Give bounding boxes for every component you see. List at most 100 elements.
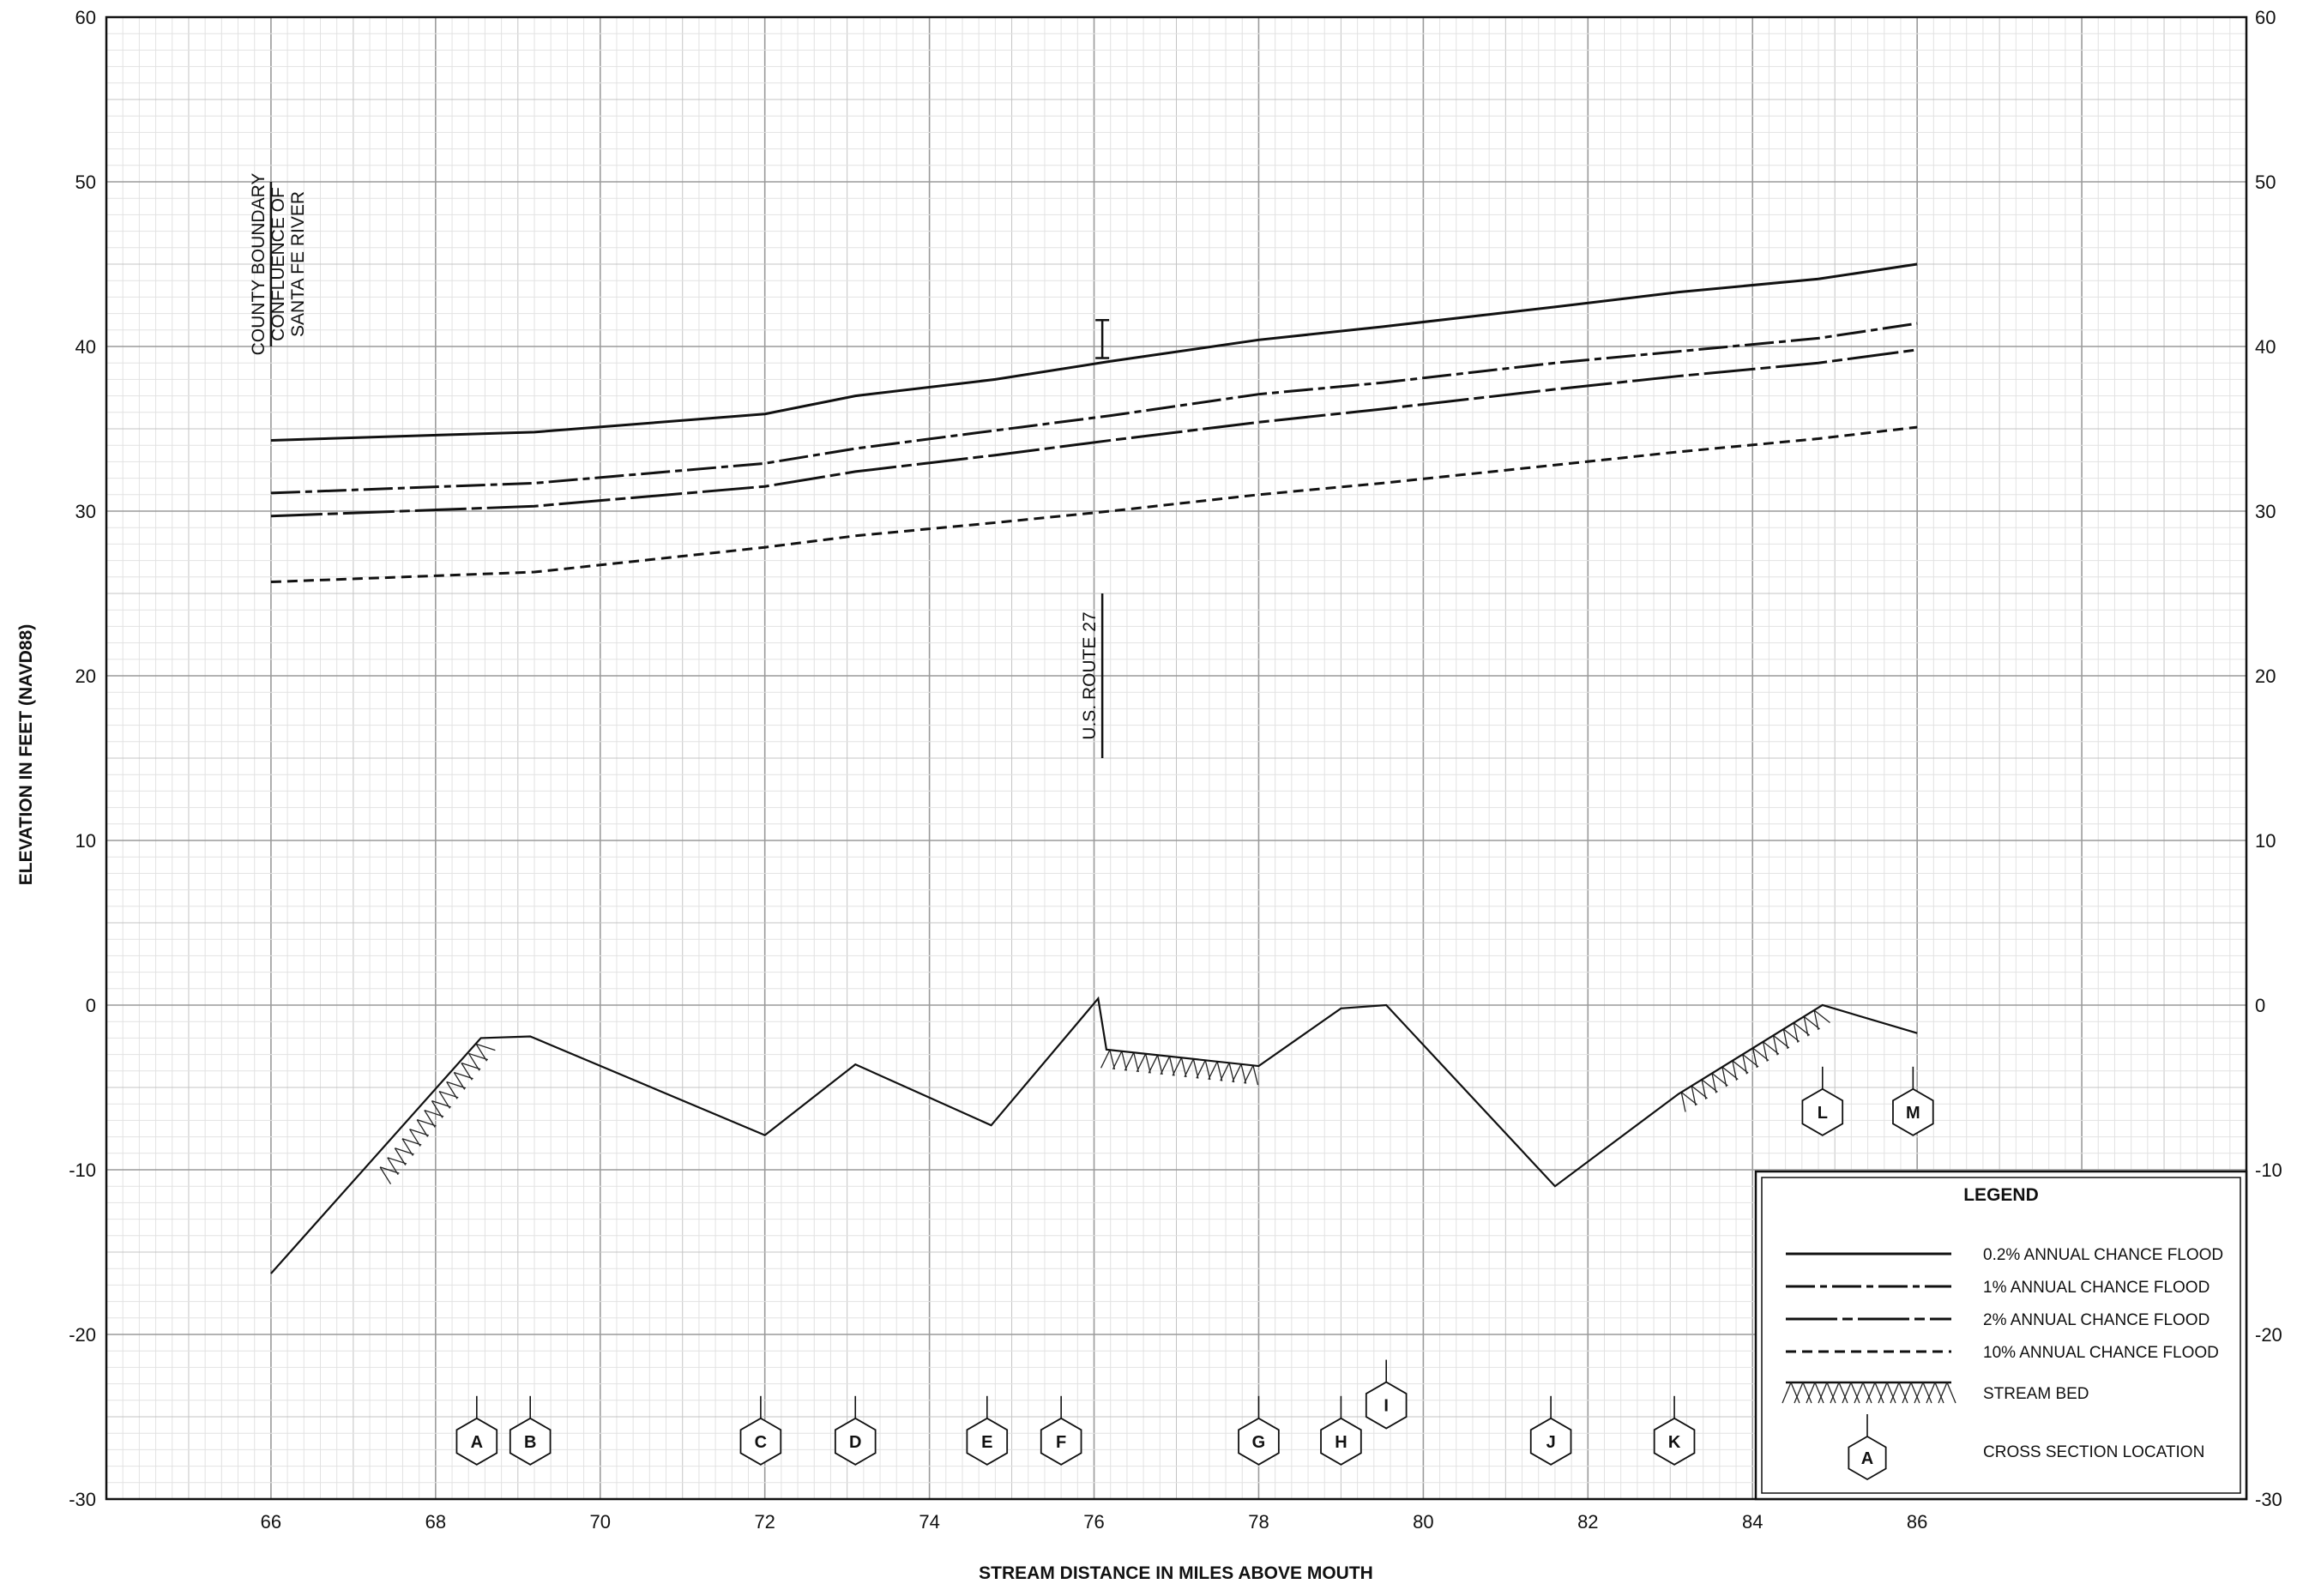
cross-section-markers: A B C D E F G H I J K L M	[455, 1066, 1934, 1466]
x-tick-label: 68	[425, 1511, 446, 1533]
legend-label: 10% ANNUAL CHANCE FLOOD	[1983, 1344, 2219, 1362]
x-tick-label: 76	[1083, 1511, 1104, 1533]
hatch-mark	[1100, 1049, 1111, 1069]
hatch-mark	[1196, 1060, 1206, 1079]
legend-hatch-mark	[1946, 1382, 1956, 1404]
hatch-mark	[409, 1129, 421, 1147]
series-line-0	[270, 262, 1918, 442]
cross-section-label: K	[1668, 1433, 1681, 1452]
y-tick-label-left: 0	[86, 995, 96, 1016]
legend-hatch-mark	[1934, 1382, 1944, 1404]
hatch-mark	[1803, 1016, 1809, 1037]
hatch-mark	[1721, 1067, 1727, 1087]
cross-section-label: D	[849, 1433, 861, 1452]
cross-section-marker: H	[1320, 1395, 1362, 1466]
y-tick-label-right: 10	[2255, 830, 2276, 852]
y-tick-label-left: -10	[69, 1159, 96, 1181]
legend-box	[1754, 1170, 2248, 1501]
legend-hatch-mark	[1818, 1382, 1828, 1404]
cross-section-label: G	[1252, 1433, 1266, 1452]
series-line-1	[270, 322, 1918, 495]
cross-section-marker: M	[1892, 1066, 1934, 1136]
cross-section-marker: E	[966, 1395, 1009, 1466]
hexagon-icon	[1653, 1417, 1696, 1466]
cross-section-marker: L	[1801, 1066, 1844, 1136]
hatch-mark	[1813, 1009, 1830, 1023]
legend-hatch-mark	[1866, 1382, 1876, 1404]
y-tick-label-left: 50	[75, 172, 96, 193]
y-tick-label-right: -30	[2255, 1489, 2282, 1510]
hatch-mark	[1680, 1092, 1686, 1112]
y-tick-label-right: -20	[2255, 1324, 2282, 1346]
y-tick-label-right: 40	[2255, 336, 2276, 358]
legend-label: 1% ANNUAL CHANCE FLOOD	[1983, 1279, 2210, 1297]
legend-hatch-mark	[1826, 1382, 1836, 1404]
hatch-segment	[379, 1043, 496, 1185]
y-tick-label-right: 0	[2255, 995, 2265, 1016]
hatch-segment	[1100, 1049, 1259, 1086]
x-tick-label: 86	[1907, 1511, 1927, 1533]
hatch-mark	[416, 1119, 429, 1137]
x-tick-label: 78	[1248, 1511, 1269, 1533]
hatch-mark	[467, 1053, 480, 1071]
hatch-mark	[1742, 1054, 1748, 1075]
x-tick-label: 66	[261, 1511, 281, 1533]
cross-section-label: E	[981, 1433, 992, 1452]
y-tick-label-right: 50	[2255, 172, 2276, 193]
hatch-mark	[453, 1072, 466, 1090]
hatch-mark	[1112, 1051, 1123, 1070]
legend-hatch-mark	[1878, 1382, 1888, 1404]
legend-label: 0.2% ANNUAL CHANCE FLOOD	[1983, 1246, 2223, 1264]
annotation-text: U.S. ROUTE 27	[1080, 611, 1100, 739]
legend-label: CROSS SECTION LOCATION	[1983, 1443, 2204, 1461]
legend-hatch-mark	[1874, 1382, 1884, 1404]
hexagon-icon	[1892, 1087, 1934, 1136]
hatch-mark	[401, 1138, 413, 1156]
legend-label: 2% ANNUAL CHANCE FLOOD	[1983, 1311, 2210, 1329]
hatch-mark	[475, 1044, 488, 1062]
cross-section-marker: D	[834, 1395, 877, 1466]
y-tick-label-right: 20	[2255, 666, 2276, 687]
annotation-text: CONFLUENCE OF	[268, 187, 288, 341]
legend-hatch-mark	[1838, 1382, 1848, 1404]
x-tick-label: 80	[1413, 1511, 1433, 1533]
legend-hatch-mark	[1862, 1382, 1872, 1404]
legend-title: LEGEND	[1963, 1185, 2039, 1205]
cross-section-marker: C	[739, 1395, 782, 1466]
legend-swatch-hexagon: A	[1848, 1414, 1887, 1481]
cross-section-label: B	[524, 1433, 536, 1452]
y-tick-label-left: 20	[75, 666, 96, 687]
tick-labels: 66 68 70 72 74 76 78 80 82 84 86 -30 -30 -20 -20 -10 -10…	[69, 7, 2282, 1533]
x-tick-label: 84	[1742, 1511, 1763, 1533]
series-line-2	[270, 348, 1918, 518]
legend-hatch-mark	[1806, 1382, 1816, 1404]
legend-hatch-mark	[1902, 1382, 1912, 1404]
hexagon-icon	[1365, 1381, 1408, 1430]
x-tick-label: 70	[590, 1511, 611, 1533]
hatch-mark	[461, 1063, 473, 1081]
cross-section-label: C	[755, 1433, 767, 1452]
hatch-mark	[1160, 1056, 1171, 1075]
cross-section-marker: K	[1653, 1395, 1696, 1466]
hexagon-icon	[739, 1417, 782, 1466]
hexagon-icon	[1320, 1417, 1362, 1466]
y-tick-label-right: 30	[2255, 501, 2276, 522]
legend-hatch-mark	[1922, 1382, 1932, 1404]
cross-section-marker: I	[1365, 1359, 1408, 1430]
legend: LEGEND 0.2% ANNUAL CHANCE FLOOD 1% ANNUAL …	[1754, 1170, 2248, 1501]
legend-hatch-mark	[1938, 1382, 1948, 1404]
hatch-mark	[1252, 1065, 1259, 1086]
hexagon-icon	[1801, 1087, 1844, 1136]
y-tick-label-left: -20	[69, 1324, 96, 1346]
legend-hatch-mark	[1854, 1382, 1864, 1404]
legend-hatch-mark	[1914, 1382, 1924, 1404]
hatch-mark	[1691, 1086, 1697, 1106]
hatch-mark	[1701, 1079, 1707, 1099]
legend-hatch-mark	[1790, 1382, 1800, 1404]
hatch-mark	[1793, 1022, 1799, 1043]
hatch-mark	[431, 1100, 443, 1118]
hatch-mark	[424, 1110, 436, 1128]
x-tick-label: 82	[1577, 1511, 1598, 1533]
cross-section-label: L	[1818, 1104, 1828, 1123]
